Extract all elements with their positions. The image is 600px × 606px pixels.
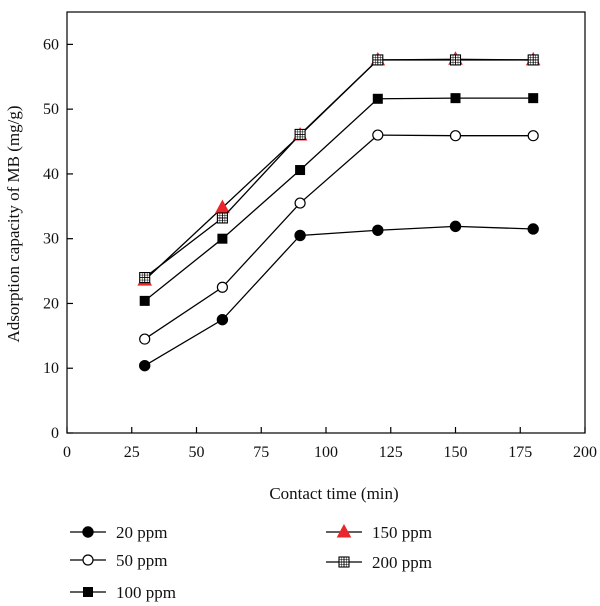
legend-label: 150 ppm — [372, 523, 432, 542]
legend-marker — [336, 523, 352, 538]
data-point — [216, 281, 228, 293]
legend-label: 200 ppm — [372, 553, 432, 572]
y-tick-label: 40 — [43, 166, 59, 183]
data-point — [294, 128, 306, 140]
series-50-ppm — [139, 129, 539, 345]
data-point — [216, 313, 229, 326]
y-tick-label: 0 — [51, 425, 59, 442]
y-tick-label: 10 — [43, 360, 59, 377]
series-100-ppm — [139, 93, 539, 306]
y-tick-label: 30 — [43, 231, 59, 248]
x-tick-label: 200 — [573, 444, 597, 461]
x-tick-label: 125 — [379, 444, 403, 461]
legend-item: 100 ppm — [70, 583, 176, 602]
legend-marker — [82, 526, 94, 538]
legend-item: 50 ppm — [70, 551, 167, 570]
legend-label: 20 ppm — [116, 523, 167, 542]
legend-label: 50 ppm — [116, 551, 167, 570]
data-point — [528, 93, 539, 104]
legend-marker — [338, 556, 350, 568]
x-tick-label: 0 — [63, 444, 71, 461]
data-point — [139, 359, 151, 372]
legend: 20 ppm 50 ppm 100 ppm 150 ppm 200 ppm — [70, 523, 432, 602]
data-point — [139, 333, 151, 345]
data-point — [216, 212, 228, 224]
series-200-ppm — [139, 54, 539, 284]
x-axis: 0 25 50 75 100 125 150 175 200 — [63, 427, 597, 461]
legend-item: 200 ppm — [326, 553, 432, 572]
data-point — [372, 54, 384, 66]
legend-marker — [83, 587, 93, 597]
data-point — [295, 165, 306, 176]
series-line — [144, 134, 534, 340]
data-point — [372, 93, 383, 104]
x-axis-title: Contact time (min) — [269, 484, 398, 503]
series-layer — [137, 51, 541, 372]
data-point — [217, 233, 228, 244]
x-tick-label: 175 — [508, 444, 532, 461]
x-tick-label: 150 — [444, 444, 468, 461]
data-point — [294, 197, 306, 209]
data-point — [527, 223, 539, 235]
data-point — [139, 295, 150, 306]
series-20-ppm — [139, 220, 539, 372]
y-tick-label: 60 — [43, 36, 59, 53]
data-point — [372, 129, 384, 141]
y-axis: 0 10 20 30 40 50 60 — [43, 36, 73, 442]
y-tick-label: 20 — [43, 295, 59, 312]
data-point — [527, 54, 539, 66]
legend-label: 100 ppm — [116, 583, 176, 602]
data-point — [449, 130, 462, 142]
data-point — [139, 272, 151, 284]
legend-item: 150 ppm — [326, 523, 432, 542]
data-point — [294, 229, 306, 242]
legend-marker — [82, 554, 94, 566]
legend-item: 20 ppm — [70, 523, 167, 542]
data-point — [449, 220, 462, 233]
x-tick-label: 25 — [124, 444, 140, 461]
data-point — [450, 93, 461, 104]
x-tick-label: 50 — [189, 444, 205, 461]
series-line — [144, 97, 534, 302]
series-line — [144, 225, 534, 367]
series-line — [144, 59, 534, 279]
data-point — [449, 54, 462, 66]
y-axis-title: Adsorption capacity of MB (mg/g) — [4, 105, 23, 342]
x-tick-label: 75 — [253, 444, 269, 461]
y-tick-label: 50 — [43, 101, 59, 118]
data-point — [372, 224, 384, 236]
data-point — [215, 199, 230, 214]
data-point — [527, 130, 539, 142]
x-tick-label: 100 — [314, 444, 338, 461]
